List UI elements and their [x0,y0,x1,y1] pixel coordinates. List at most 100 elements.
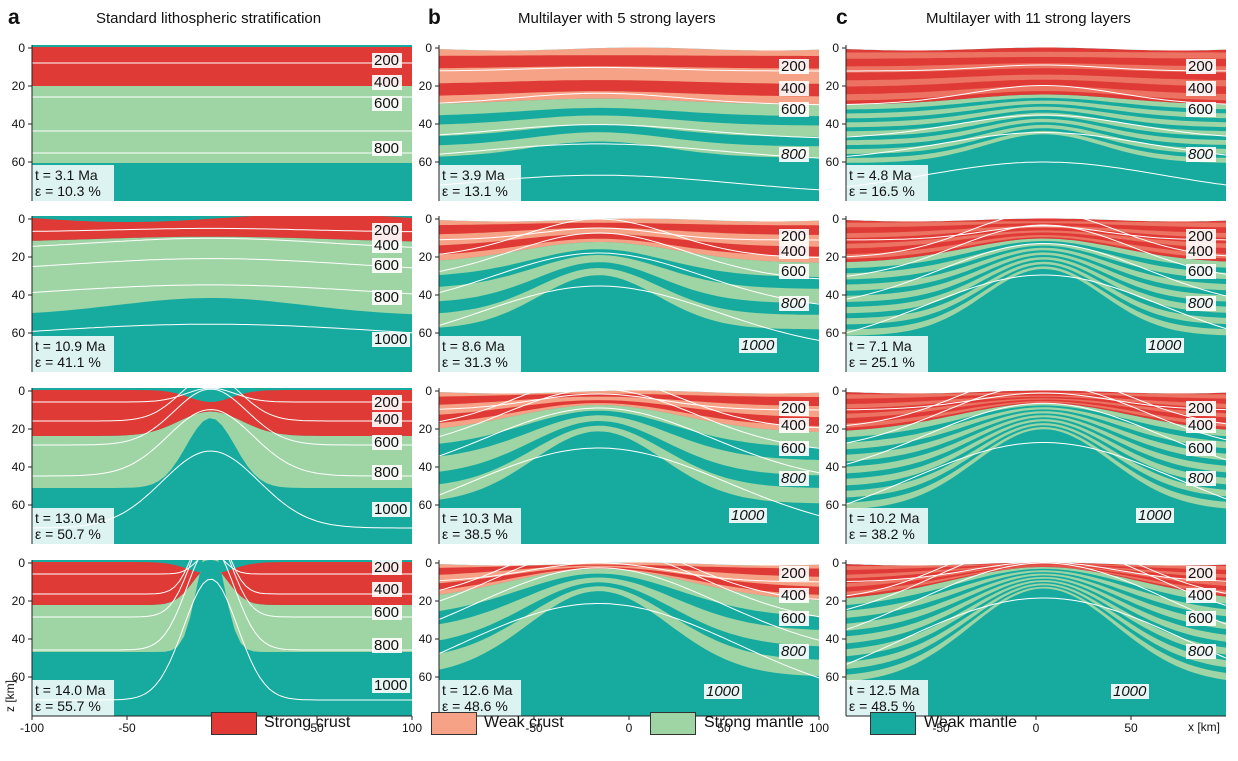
y-tick-label: 40 [826,117,840,131]
y-tick-label: 0 [18,556,25,570]
legend-label-weak-mantle: Weak mantle [924,714,1018,731]
y-tick-label: 40 [419,288,433,302]
y-axis-label: z [km] [3,680,17,712]
isotherm-label: 200 [1188,565,1213,582]
isotherm-line [846,597,1226,665]
isotherm-line [439,560,819,600]
strain-label: ε = 48.6 % [442,698,508,714]
isotherm-label: 400 [1188,417,1213,434]
isotherm-line [846,225,1226,241]
y-tick-label: 20 [12,250,26,264]
time-label: t = 14.0 Ma [35,682,106,698]
isotherm-line [439,218,819,258]
isotherm-label: 600 [1188,263,1213,280]
legend-swatch-weak-mantle [870,712,916,735]
isotherm-line [439,567,819,641]
isotherm-line [32,409,412,477]
isotherm-line [32,258,412,269]
x-tick-label: -100 [20,721,44,735]
y-tick-label: 60 [826,326,840,340]
isotherm-label: 1000 [374,331,407,348]
isotherm-line [32,388,412,403]
isotherm-label: 600 [1188,440,1213,457]
time-label: t = 3.1 Ma [35,167,98,183]
isotherm-label: 800 [1188,295,1214,312]
isotherm-label: 800 [781,470,807,487]
isotherm-line [846,561,1226,582]
isotherm-label: 600 [781,263,806,280]
isotherm-line [846,64,1226,72]
isotherm-line [846,132,1226,157]
isotherm-label: 400 [781,587,806,604]
time-label: t = 12.5 Ma [849,682,920,698]
x-tick-label: 50 [717,721,731,735]
y-tick-label: 60 [419,326,433,340]
isotherm-line [846,224,1226,277]
isotherm-label: 400 [781,417,806,434]
isotherm-line [846,388,1226,426]
y-tick-label: 40 [12,460,26,474]
strain-label: ε = 16.5 % [849,183,915,199]
isotherm-line [32,560,412,651]
y-tick-label: 20 [419,422,433,436]
y-tick-label: 0 [832,212,839,226]
isotherm-line [846,274,1226,334]
legend-label-strong-crust: Strong crust [264,714,351,731]
isotherm-label: 200 [781,565,806,582]
isotherm-line [439,92,819,106]
column-letter-c: c [836,6,848,29]
isotherm-line [32,227,412,233]
isotherm-line [32,323,412,334]
legend-swatch-weak-crust [431,712,477,735]
isotherm-label: 1000 [374,677,407,694]
isotherm-label: 400 [374,581,399,598]
x-tick-label: 100 [402,721,422,735]
isotherm-line [439,388,819,429]
y-tick-label: 60 [12,155,26,169]
isotherm-line [32,237,412,248]
time-label: t = 10.2 Ma [849,510,920,526]
y-tick-label: 20 [419,79,433,93]
y-tick-label: 40 [826,288,840,302]
isotherm-line [846,85,1226,105]
isotherm-label: 200 [781,400,806,417]
y-tick-label: 60 [826,498,840,512]
isotherm-label: 1000 [1148,337,1182,354]
x-tick-label: -50 [932,721,950,735]
y-tick-label: 60 [419,498,433,512]
isotherm-line [439,143,819,159]
strain-label: ε = 25.1 % [849,354,915,370]
isotherm-label: 400 [1188,80,1213,97]
strain-label: ε = 55.7 % [35,698,101,714]
y-tick-label: 20 [419,250,433,264]
isotherm-label: 1000 [706,683,740,700]
isotherm-label: 600 [374,95,399,112]
isotherm-label: 800 [781,295,807,312]
isotherm-label: 400 [1188,587,1213,604]
isotherm-label: 200 [374,394,399,411]
legend-label-strong-mantle: Strong mantle [704,714,804,731]
isotherm-line [439,560,819,618]
y-tick-label: 0 [425,556,432,570]
isotherm-line [32,560,412,575]
isotherm-line [846,560,1226,611]
y-tick-label: 20 [12,594,26,608]
time-label: t = 3.9 Ma [442,167,505,183]
isotherm-line [846,562,1226,631]
strain-label: ε = 48.5 % [849,698,915,714]
isotherm-label: 200 [781,58,806,75]
isotherm-line [439,232,819,280]
isotherm-label: 400 [1188,243,1213,260]
y-tick-label: 60 [826,155,840,169]
time-label: t = 12.6 Ma [442,682,513,698]
strain-label: ε = 38.2 % [849,526,915,542]
isotherm-label: 1000 [731,507,765,524]
strain-label: ε = 38.5 % [442,526,508,542]
isotherm-label: 1000 [1113,683,1147,700]
panel-c-4: 200 400 600 800 1000 t = 12.5 Maε = 48.5 % 0 20… [826,556,1226,716]
isotherm-line [846,392,1226,411]
